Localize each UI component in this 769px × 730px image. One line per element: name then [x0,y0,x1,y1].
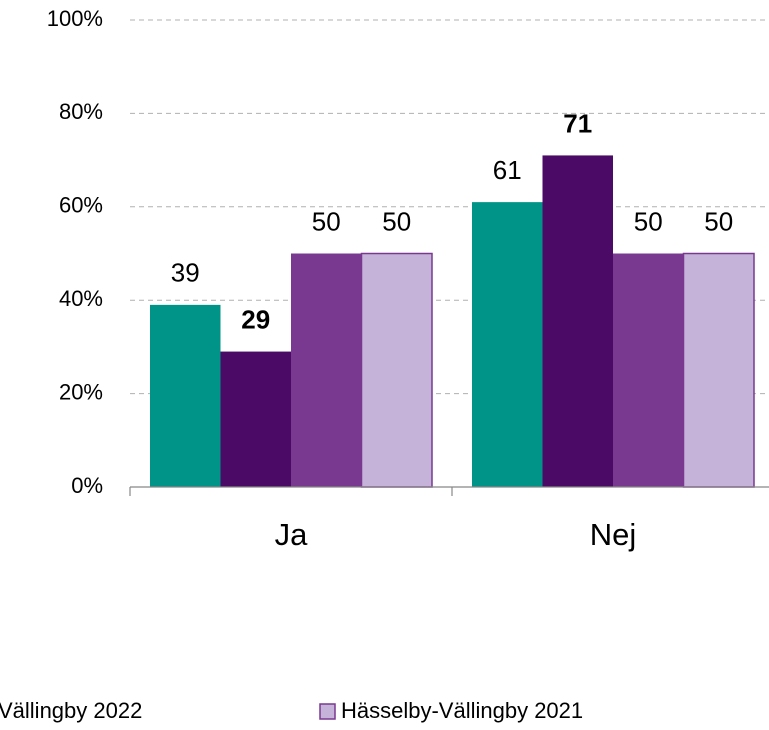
bar [291,253,362,487]
y-tick-label: 0% [71,473,103,498]
x-tick-label: Ja [275,517,309,552]
bar [360,252,433,488]
y-tick-label: 40% [59,286,103,311]
legend-swatch [319,703,336,720]
bar [220,351,291,487]
data-label: 50 [704,206,733,236]
data-label: 29 [241,304,270,334]
bar [613,253,684,487]
legend-label: Vällingby 2022 [0,698,142,723]
data-label: 71 [563,108,592,138]
legend-label: Hässelby-Vällingby 2021 [341,698,583,723]
x-tick-label: Nej [590,517,637,552]
y-tick-label: 20% [59,379,103,404]
bar [542,155,613,487]
data-label: 50 [312,206,341,236]
y-tick-label: 80% [59,99,103,124]
bar [472,202,543,487]
data-label: 50 [634,206,663,236]
data-label: 61 [493,155,522,185]
y-tick-label: 100% [47,6,103,31]
y-tick-label: 60% [59,193,103,218]
data-label: 39 [171,258,200,288]
bar [150,304,221,487]
data-label: 50 [382,206,411,236]
bar [682,252,755,488]
